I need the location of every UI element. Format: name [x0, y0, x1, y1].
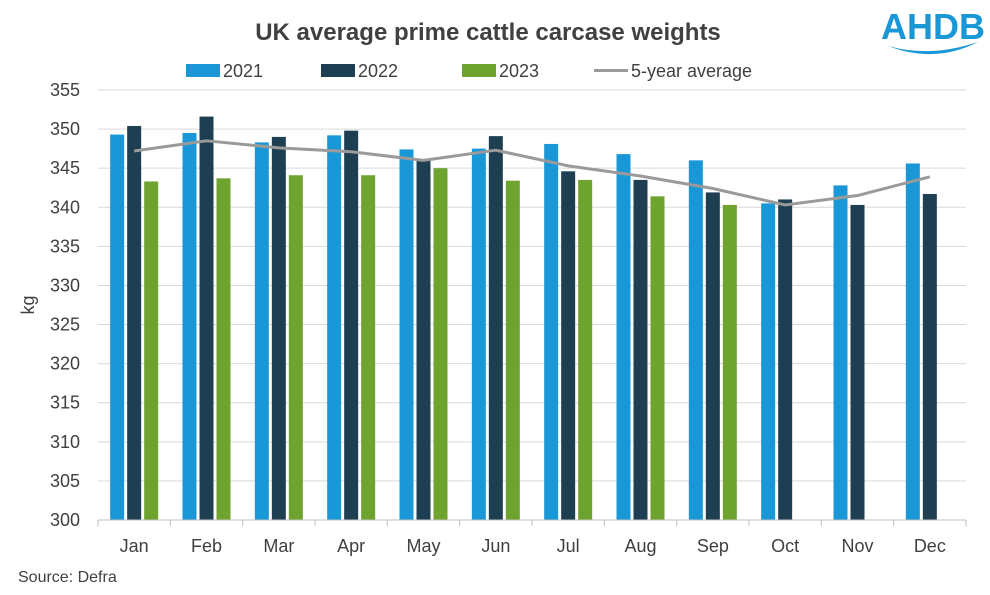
bar-2021-feb [182, 133, 197, 520]
bar-2022-mar [271, 136, 286, 520]
y-axis-ticks: 300 305 310 315 320 325 330 335 340 345 350 355 [50, 80, 80, 530]
y-tick-label: 350 [50, 119, 80, 139]
bar-2022-may [416, 159, 431, 520]
bar-2021-jul [544, 143, 559, 521]
x-tick-label: Aug [624, 536, 656, 556]
x-tick-label: Jun [481, 536, 510, 556]
bar-2023-aug [650, 196, 665, 520]
bar-2023-sep [722, 204, 737, 520]
bars [110, 116, 937, 521]
bar-2022-oct [778, 199, 793, 521]
bar-2022-jul [561, 171, 576, 521]
bar-2022-aug [633, 179, 648, 520]
y-axis-label: kg [18, 295, 38, 314]
x-tick-label: Nov [841, 536, 873, 556]
y-tick-label: 355 [50, 80, 80, 100]
bar-2021-oct [761, 203, 776, 520]
bar-2021-mar [254, 142, 269, 520]
x-tick-label: Sep [697, 536, 729, 556]
logo-text: AHDB [881, 6, 985, 47]
bar-2023-apr [361, 175, 376, 520]
y-tick-label: 345 [50, 158, 80, 178]
bar-2022-apr [344, 130, 359, 520]
x-tick-label: Feb [191, 536, 222, 556]
y-tick-label: 340 [50, 197, 80, 217]
bar-2021-jun [471, 148, 486, 521]
x-tick-label: Jul [557, 536, 580, 556]
bar-2021-may [399, 149, 414, 520]
x-tick-label: Mar [263, 536, 294, 556]
bar-2021-aug [616, 154, 631, 521]
gridlines [98, 89, 966, 482]
bar-2021-sep [688, 160, 703, 520]
legend-swatch [462, 64, 496, 77]
average-line-group [133, 139, 931, 207]
bar-2021-jan [110, 134, 125, 520]
legend-label: 2023 [499, 61, 539, 81]
bar-2022-dec [922, 193, 937, 520]
y-tick-label: 310 [50, 432, 80, 452]
logo-swoosh [888, 42, 978, 55]
legend-label: 5-year average [631, 61, 752, 81]
legend-swatch [186, 64, 220, 77]
bar-2023-jul [578, 179, 593, 520]
chart-title: UK average prime cattle carcase weights [255, 19, 721, 46]
y-tick-label: 315 [50, 393, 80, 413]
y-tick-label: 305 [50, 471, 80, 491]
x-tick-label: Jan [120, 536, 149, 556]
legend: 2021 2022 2023 5-year average [186, 61, 752, 81]
line-5-year-average [133, 139, 931, 207]
y-tick-label: 300 [50, 510, 80, 530]
x-tick-label: Dec [914, 536, 946, 556]
legend-label: 2021 [223, 61, 263, 81]
bar-2023-jun [505, 180, 520, 520]
bar-2023-jan [144, 181, 159, 521]
x-tick-label: May [406, 536, 440, 556]
bar-2023-may [433, 168, 448, 520]
x-tick-label: Oct [771, 536, 799, 556]
bar-2021-apr [327, 135, 342, 520]
bar-2022-feb [199, 116, 214, 520]
bar-2022-nov [850, 204, 865, 520]
bar-2023-feb [216, 178, 231, 520]
bar-2021-dec [905, 163, 920, 520]
legend-label: 2022 [358, 61, 398, 81]
bar-2023-mar [288, 175, 303, 520]
y-tick-label: 320 [50, 354, 80, 374]
bar-2022-jun [488, 136, 503, 521]
y-tick-label: 335 [50, 236, 80, 256]
x-axis-ticks: Jan Feb Mar Apr May Jun Jul Aug Sep Oct Nov Dec [97, 520, 967, 556]
legend-swatch [321, 64, 355, 77]
y-tick-label: 325 [50, 315, 80, 335]
bar-2021-nov [833, 185, 848, 520]
y-tick-label: 330 [50, 275, 80, 295]
bar-2022-sep [705, 192, 720, 520]
ahdb-logo: AHDB [881, 6, 985, 55]
source-note: Source: Defra [18, 569, 117, 586]
x-tick-label: Apr [337, 536, 365, 556]
bar-2022-jan [127, 125, 142, 521]
